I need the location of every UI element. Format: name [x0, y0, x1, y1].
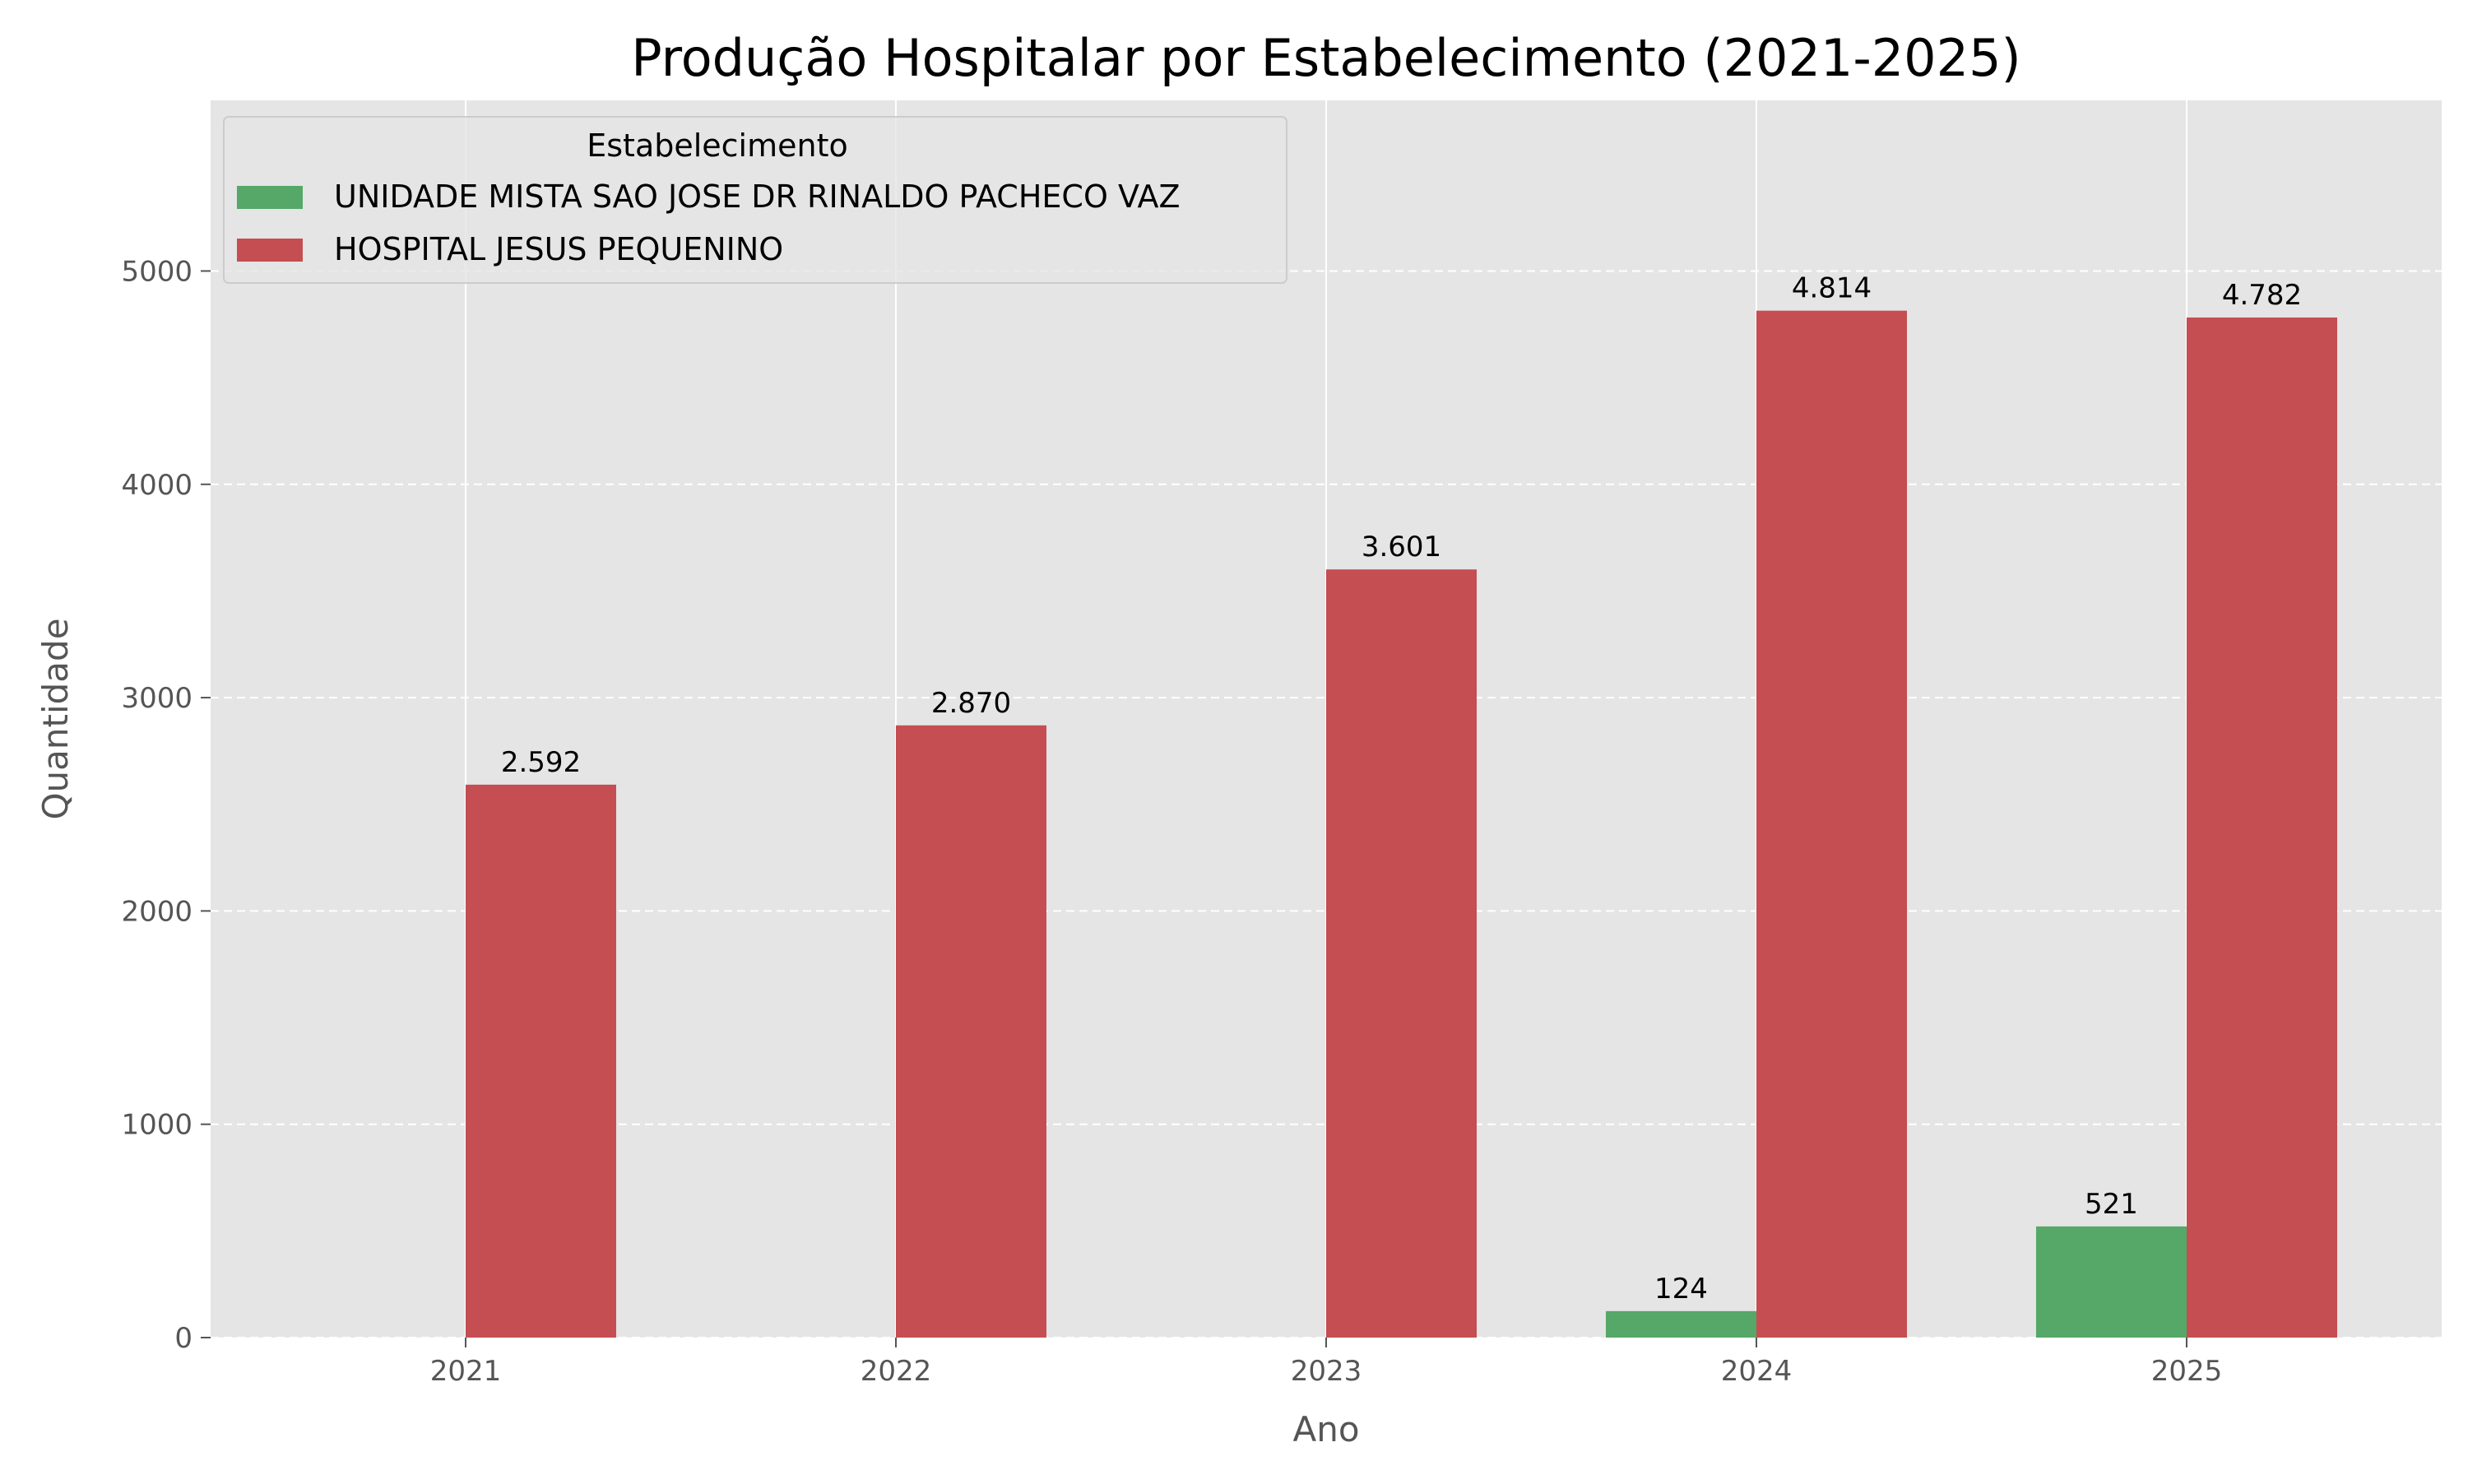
x-axis-ticks: 2021 2022 2023 2024 2025	[430, 1338, 2223, 1388]
data-label: 3.601	[1362, 531, 1441, 563]
bar	[896, 725, 1046, 1338]
data-labels: 124 521 2.592 2.870 3.601 4.814 4.782	[501, 272, 2302, 1305]
bar	[1606, 1310, 1756, 1338]
data-label: 521	[2085, 1188, 2138, 1221]
y-tick-label: 5000	[121, 255, 193, 288]
bars	[466, 310, 2337, 1338]
legend-box	[223, 116, 1287, 284]
y-tick-label: 1000	[121, 1109, 193, 1142]
y-tick-label: 2000	[121, 895, 193, 928]
y-tick-label: 4000	[121, 469, 193, 502]
data-label: 124	[1654, 1273, 1708, 1305]
x-axis-title: Ano	[1292, 1409, 1359, 1449]
x-tick-label: 2022	[861, 1355, 932, 1388]
x-tick-label: 2024	[1721, 1355, 1793, 1388]
bar	[466, 784, 616, 1338]
legend-items: UNIDADE MISTA SAO JOSE DR RINALDO PACHEC…	[237, 179, 1181, 267]
data-label: 4.814	[1792, 272, 1872, 305]
y-tick-label: 3000	[121, 682, 193, 715]
legend: Estabelecimento UNIDADE MISTA SAO JOSE D…	[223, 116, 1287, 284]
legend-title: Estabelecimento	[587, 128, 848, 164]
y-axis-title: Quantidade	[35, 618, 76, 819]
y-tick-label: 0	[174, 1322, 193, 1355]
bar	[2187, 317, 2337, 1338]
legend-label: UNIDADE MISTA SAO JOSE DR RINALDO PACHEC…	[334, 179, 1181, 215]
bar	[2036, 1226, 2187, 1338]
y-axis-ticks: 0 1000 2000 3000 4000 5000	[121, 255, 211, 1355]
bar	[1756, 310, 1907, 1338]
x-tick-label: 2021	[430, 1355, 502, 1388]
bar	[1326, 569, 1477, 1338]
x-tick-label: 2023	[1291, 1355, 1362, 1388]
data-label: 4.782	[2222, 279, 2302, 312]
chart-title: Produção Hospitalar por Estabelecimento …	[631, 28, 2020, 88]
data-label: 2.592	[501, 746, 581, 779]
legend-swatch	[237, 239, 303, 262]
legend-label: HOSPITAL JESUS PEQUENINO	[334, 231, 783, 267]
x-tick-label: 2025	[2151, 1355, 2223, 1388]
legend-swatch	[237, 186, 303, 209]
data-label: 2.870	[931, 687, 1011, 720]
